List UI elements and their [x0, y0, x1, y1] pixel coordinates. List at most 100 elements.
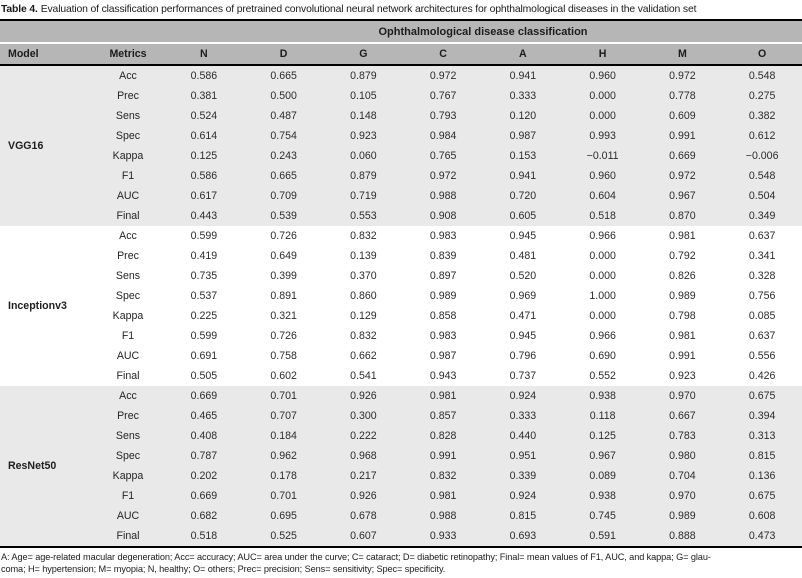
value-cell: 0.139: [323, 246, 404, 266]
value-cell: 0.349: [722, 206, 802, 226]
value-cell: 0.669: [164, 486, 244, 506]
group-header-spacer: [0, 20, 164, 44]
value-cell: 0.695: [243, 506, 324, 526]
value-cell: 0.669: [164, 386, 244, 406]
value-cell: 0.000: [562, 246, 643, 266]
value-cell: 0.243: [243, 146, 324, 166]
value-cell: 0.443: [164, 206, 244, 226]
value-cell: 0.440: [483, 426, 563, 446]
value-cell: 0.599: [164, 326, 244, 346]
value-cell: 0.556: [722, 346, 802, 366]
value-cell: 0.815: [483, 506, 563, 526]
value-cell: 0.382: [722, 106, 802, 126]
column-header-row: Model Metrics N D G C A H M O: [0, 43, 802, 66]
value-cell: 0.321: [243, 306, 324, 326]
table-row: F1 0.669 0.701 0.926 0.981 0.924 0.938 0.970 0.6…: [0, 486, 802, 506]
value-cell: 0.682: [164, 506, 244, 526]
value-cell: 0.333: [483, 86, 563, 106]
value-cell: 0.981: [403, 486, 483, 506]
value-cell: 0.586: [164, 166, 244, 186]
value-cell: 0.465: [164, 406, 244, 426]
value-cell: 0.984: [403, 126, 483, 146]
value-cell: 0.967: [642, 186, 723, 206]
value-cell: 0.125: [164, 146, 244, 166]
table-caption-text: Evaluation of classification performance…: [40, 4, 697, 15]
value-cell: 0.972: [403, 65, 483, 86]
value-cell: 0.787: [164, 446, 244, 466]
value-cell: 0.737: [483, 366, 563, 386]
table-row: VGG16 Acc 0.586 0.665 0.879 0.972 0.941 0.960 0.…: [0, 65, 802, 226]
value-cell: 0.839: [403, 246, 483, 266]
table-row: Inceptionv3 Acc 0.599 0.726 0.832 0.983 0.945 0…: [0, 226, 802, 386]
table-row: Kappa 0.225 0.321 0.129 0.858 0.471 0.000 0.798…: [0, 306, 802, 326]
value-cell: 0.328: [722, 266, 802, 286]
value-cell: 0.988: [403, 186, 483, 206]
value-cell: 0.471: [483, 306, 563, 326]
value-cell: 0.966: [562, 226, 643, 246]
column-header-metrics: Metrics: [92, 43, 164, 66]
metric-label: Final: [92, 366, 164, 386]
metric-label: Prec: [92, 406, 164, 426]
value-cell: 0.981: [642, 226, 723, 246]
value-cell: 0.553: [323, 206, 404, 226]
value-cell: 0.153: [483, 146, 563, 166]
value-cell: 0.987: [483, 126, 563, 146]
value-cell: 0.924: [483, 386, 563, 406]
value-cell: 0.778: [642, 86, 723, 106]
table-row: Prec 0.381 0.500 0.105 0.767 0.333 0.000 0.778 0…: [0, 86, 802, 106]
value-cell: 0.129: [323, 306, 404, 326]
model-name: Inceptionv3: [0, 226, 92, 386]
table-row: Prec 0.465 0.707 0.300 0.857 0.333 0.118 0.667 0…: [0, 406, 802, 426]
value-cell: 0.858: [403, 306, 483, 326]
value-cell: 0.333: [483, 406, 563, 426]
table-row: Final 0.443 0.539 0.553 0.908 0.605 0.518 0.870…: [0, 206, 802, 226]
metric-label: Kappa: [92, 466, 164, 486]
value-cell: 0.923: [323, 126, 404, 146]
value-cell: 0.970: [642, 386, 723, 406]
value-cell: 0.968: [323, 446, 404, 466]
value-cell: 0.745: [562, 506, 643, 526]
value-cell: 0.924: [483, 486, 563, 506]
value-cell: 0.313: [722, 426, 802, 446]
value-cell: 0.987: [403, 346, 483, 366]
value-cell: 0.481: [483, 246, 563, 266]
value-cell: 0.667: [642, 406, 723, 426]
value-cell: 0.709: [243, 186, 324, 206]
value-cell: 0.991: [642, 346, 723, 366]
value-cell: 0.487: [243, 106, 324, 126]
value-cell: 0.520: [483, 266, 563, 286]
value-cell: 0.552: [562, 366, 643, 386]
value-cell: 0.832: [403, 466, 483, 486]
value-cell: 0.735: [164, 266, 244, 286]
value-cell: 0.726: [243, 226, 324, 246]
value-cell: 0.860: [323, 286, 404, 306]
value-cell: 0.945: [483, 326, 563, 346]
value-cell: 0.693: [483, 526, 563, 547]
value-cell: 0.926: [323, 486, 404, 506]
value-cell: 0.394: [722, 406, 802, 426]
value-cell: 0.505: [164, 366, 244, 386]
metric-label: Kappa: [92, 146, 164, 166]
value-cell: 0.970: [642, 486, 723, 506]
value-cell: 0.524: [164, 106, 244, 126]
column-header-o: O: [722, 43, 802, 66]
column-header-d: D: [243, 43, 324, 66]
value-cell: 0.815: [722, 446, 802, 466]
value-cell: 0.720: [483, 186, 563, 206]
table-row: Sens 0.735 0.399 0.370 0.897 0.520 0.000 0.826 0…: [0, 266, 802, 286]
value-cell: 0.678: [323, 506, 404, 526]
value-cell: 0.690: [562, 346, 643, 366]
value-cell: 0.518: [562, 206, 643, 226]
table-row: AUC 0.682 0.695 0.678 0.988 0.815 0.745 0.989 0.…: [0, 506, 802, 526]
value-cell: 0.381: [164, 86, 244, 106]
table-row: Kappa 0.202 0.178 0.217 0.832 0.339 0.089 0.704…: [0, 466, 802, 486]
value-cell: 0.945: [483, 226, 563, 246]
value-cell: 0.675: [722, 486, 802, 506]
model-name: ResNet50: [0, 386, 92, 547]
table-row: AUC 0.617 0.709 0.719 0.988 0.720 0.604 0.967 0.…: [0, 186, 802, 206]
metric-label: Final: [92, 206, 164, 226]
metric-label: Sens: [92, 266, 164, 286]
metric-label: Prec: [92, 246, 164, 266]
value-cell: 0.089: [562, 466, 643, 486]
value-cell: 0.537: [164, 286, 244, 306]
